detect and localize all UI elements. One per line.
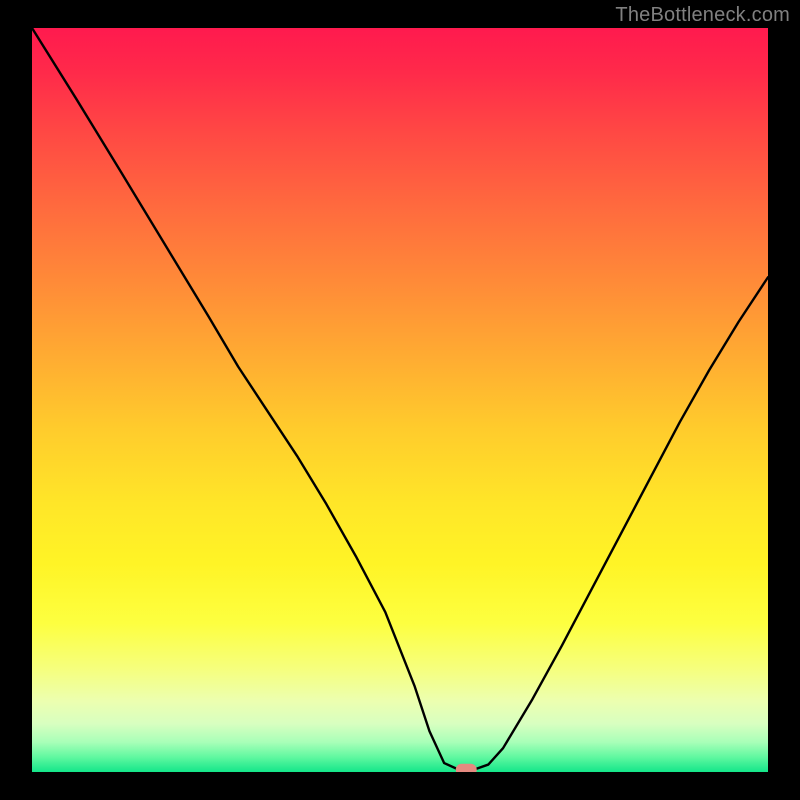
watermark-text: TheBottleneck.com	[615, 4, 790, 27]
bottleneck-chart	[0, 0, 800, 800]
plot-background	[32, 28, 768, 772]
chart-stage: TheBottleneck.com	[0, 0, 800, 800]
